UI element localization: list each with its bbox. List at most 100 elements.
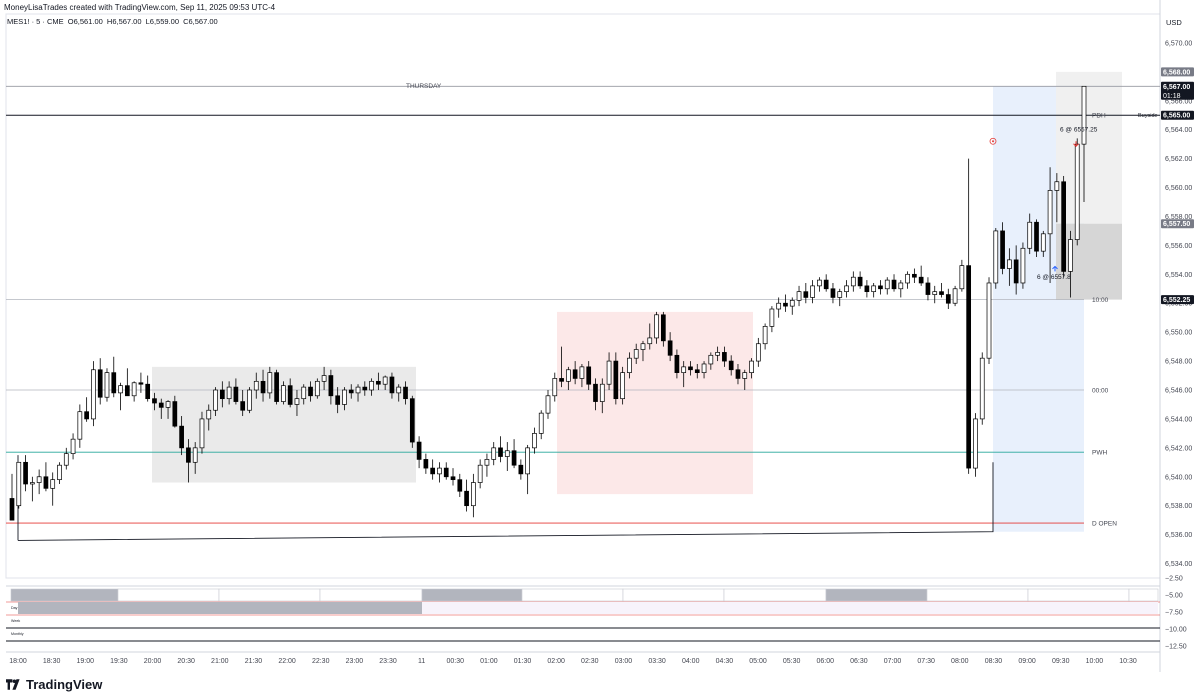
candle bbox=[1013, 245, 1019, 295]
candle-body bbox=[389, 376, 395, 394]
candle bbox=[1068, 230, 1073, 298]
candle bbox=[104, 368, 110, 402]
candle-body bbox=[308, 386, 313, 397]
candle-body bbox=[437, 467, 442, 475]
candle bbox=[23, 455, 28, 492]
session-row-label: Monthly bbox=[11, 632, 24, 636]
candle-body bbox=[240, 401, 246, 411]
x-tick-label: 23:00 bbox=[346, 658, 364, 665]
candle-body bbox=[1040, 233, 1046, 252]
candle bbox=[898, 280, 904, 298]
candle bbox=[952, 285, 958, 307]
candle-body bbox=[43, 476, 49, 489]
candle bbox=[599, 378, 605, 414]
candle bbox=[776, 297, 782, 318]
x-tick-label: 06:30 bbox=[850, 658, 868, 665]
symbol-name[interactable]: MES1! · 5 · CME bbox=[7, 17, 64, 26]
candle bbox=[735, 363, 741, 385]
x-tick-label: 05:00 bbox=[749, 658, 767, 665]
candle-body bbox=[1054, 181, 1060, 191]
y-tick-label: 6,542.00 bbox=[1165, 445, 1192, 452]
price-badge-countdown: 01:18 bbox=[1163, 93, 1181, 100]
session-block bbox=[117, 588, 220, 602]
candle bbox=[783, 294, 788, 312]
session-block bbox=[10, 588, 119, 602]
candle bbox=[138, 372, 144, 393]
attribution: MoneyLisaTrades created with TradingView… bbox=[4, 3, 276, 12]
candle-body bbox=[973, 418, 978, 469]
candle bbox=[1000, 222, 1005, 275]
price-chart[interactable]: 6,570.00 6,568.00 6,566.00 6,564.00 6,562.00… bbox=[0, 0, 1200, 672]
x-tick-label: 02:00 bbox=[547, 658, 565, 665]
candle bbox=[491, 442, 497, 466]
x-tick-label: 05:30 bbox=[783, 658, 801, 665]
candle-body bbox=[131, 382, 137, 397]
candle-body bbox=[715, 352, 720, 356]
candle-body bbox=[891, 279, 897, 290]
x-tick-label: 21:00 bbox=[211, 658, 229, 665]
trade-target-zone bbox=[1056, 71, 1122, 224]
candle bbox=[70, 433, 76, 460]
candle-body bbox=[986, 282, 992, 359]
candle-body bbox=[796, 291, 802, 301]
candle-body bbox=[640, 343, 646, 350]
price-badge-label: 6,557.50 bbox=[1163, 221, 1190, 228]
candle bbox=[260, 369, 266, 402]
candle-body bbox=[627, 357, 632, 373]
candle-body bbox=[1013, 259, 1019, 284]
candle-body bbox=[348, 389, 354, 394]
candle bbox=[864, 280, 870, 298]
session-block bbox=[926, 588, 1029, 602]
price-badge bbox=[1161, 295, 1194, 305]
candle-body bbox=[30, 482, 35, 485]
candle-body bbox=[722, 352, 727, 362]
candle bbox=[301, 384, 307, 405]
alert-marker-icon bbox=[989, 137, 997, 145]
candle bbox=[409, 395, 415, 448]
x-tick-label: 08:00 bbox=[951, 658, 969, 665]
candle-body bbox=[253, 380, 259, 391]
candle-body bbox=[321, 375, 327, 382]
candle-body bbox=[430, 467, 436, 475]
candle bbox=[382, 375, 388, 390]
candle bbox=[77, 404, 83, 448]
candle bbox=[871, 282, 877, 298]
candle-body bbox=[613, 360, 619, 400]
candle-body bbox=[566, 369, 571, 382]
candle bbox=[559, 346, 564, 388]
candle-body bbox=[376, 380, 381, 385]
candle bbox=[430, 459, 436, 480]
buyside-label: Buyside bbox=[1138, 113, 1158, 119]
candle-body bbox=[667, 340, 673, 356]
y-tick-label: 6,566.00 bbox=[1165, 98, 1192, 105]
candle-body bbox=[525, 447, 530, 475]
candle bbox=[925, 277, 931, 301]
candle-body bbox=[423, 459, 429, 469]
candle bbox=[124, 368, 130, 397]
candle bbox=[423, 453, 429, 474]
candle-body bbox=[1020, 247, 1026, 284]
y-tick-label: 6,538.00 bbox=[1165, 503, 1192, 510]
candle bbox=[660, 311, 666, 347]
candle bbox=[538, 410, 544, 440]
candle bbox=[376, 372, 381, 390]
candle-body bbox=[260, 380, 266, 394]
session-block bbox=[218, 588, 321, 602]
brand-footer[interactable]: TradingView bbox=[6, 677, 102, 692]
candle-body bbox=[660, 314, 666, 342]
candle-body bbox=[1000, 230, 1005, 269]
candle-body bbox=[179, 425, 184, 449]
currency-label[interactable]: USD bbox=[1166, 18, 1182, 27]
candle-body bbox=[586, 366, 592, 385]
y-tick-label: 6,562.00 bbox=[1165, 156, 1192, 163]
x-tick-label: 18:30 bbox=[43, 658, 61, 665]
candle-body bbox=[850, 276, 856, 287]
candle bbox=[613, 352, 619, 405]
candle bbox=[253, 372, 259, 399]
candle-body bbox=[532, 433, 537, 449]
candle bbox=[817, 277, 822, 292]
y-tick-label: 6,534.00 bbox=[1165, 561, 1192, 568]
x-tick-label: 03:00 bbox=[615, 658, 633, 665]
level-label: PDH bbox=[1092, 113, 1106, 120]
candle bbox=[1074, 138, 1080, 246]
